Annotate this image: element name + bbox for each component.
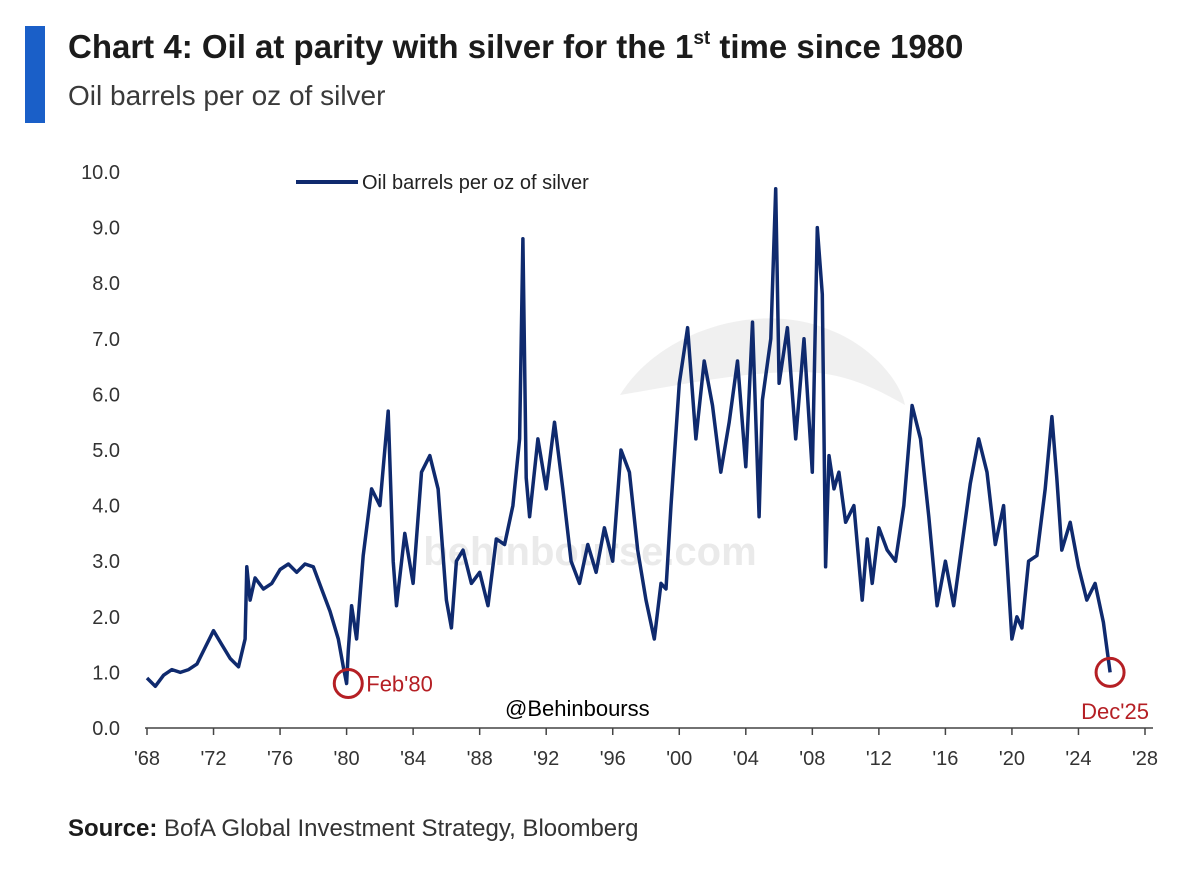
x-tick-label: '92	[533, 748, 559, 770]
x-tick-label: '76	[267, 748, 293, 770]
x-tick-label: '72	[200, 748, 226, 770]
x-tick-label: '96	[600, 748, 626, 770]
source-note: Source: BofA Global Investment Strategy,…	[68, 815, 639, 843]
y-tick-label: 9.0	[92, 218, 120, 240]
y-tick-label: 0.0	[92, 718, 120, 740]
x-tick-label: '68	[134, 748, 160, 770]
x-tick-label: '00	[666, 748, 692, 770]
x-tick-label: '04	[733, 748, 759, 770]
annotation-circle	[332, 668, 364, 700]
y-tick-label: 1.0	[92, 662, 120, 684]
y-tick-label: 7.0	[92, 329, 120, 351]
watermark-handle: @Behinbourss	[505, 696, 650, 721]
y-tick-label: 4.0	[92, 496, 120, 518]
x-tick-label: '88	[467, 748, 493, 770]
x-tick-label: '80	[334, 748, 360, 770]
title-accent-bar	[25, 26, 45, 123]
x-tick-label: '84	[400, 748, 426, 770]
watermark-bull-shape	[620, 318, 905, 405]
chart-title-rest: time since 1980	[710, 28, 964, 65]
y-tick-label: 5.0	[92, 440, 120, 462]
y-tick-label: 3.0	[92, 551, 120, 573]
x-tick-label: '20	[999, 748, 1025, 770]
chart-title-superscript: st	[693, 28, 711, 49]
legend-label: Oil barrels per oz of silver	[362, 172, 589, 194]
x-tick-label: '28	[1132, 748, 1158, 770]
source-text: BofA Global Investment Strategy, Bloombe…	[157, 815, 639, 842]
chart-subtitle: Oil barrels per oz of silver	[68, 80, 386, 111]
x-tick-label: '16	[932, 748, 958, 770]
source-label: Source:	[68, 815, 158, 842]
x-tick-label: '24	[1065, 748, 1091, 770]
chart-title: Chart 4: Oil at parity with silver for t…	[68, 28, 963, 66]
series-line-oil-silver	[145, 186, 1112, 689]
y-tick-label: 2.0	[92, 607, 120, 629]
line-chart: behinbourse.com 0.0 1.0 2.0 3.0 4.0 5.0 6.0 7.0 8…	[81, 162, 1158, 770]
annotation-label: Dec'25	[1081, 699, 1149, 724]
y-tick-label: 8.0	[92, 273, 120, 295]
x-tick-label: '12	[866, 748, 892, 770]
y-tick-label: 10.0	[81, 162, 120, 184]
annotation-label: Feb'80	[366, 672, 433, 697]
y-tick-label: 6.0	[92, 384, 120, 406]
annotation-circle	[1094, 656, 1126, 688]
x-tick-label: '08	[799, 748, 825, 770]
watermark: behinbourse.com	[423, 318, 905, 574]
chart-title-main: Chart 4: Oil at parity with silver for t…	[68, 28, 694, 65]
